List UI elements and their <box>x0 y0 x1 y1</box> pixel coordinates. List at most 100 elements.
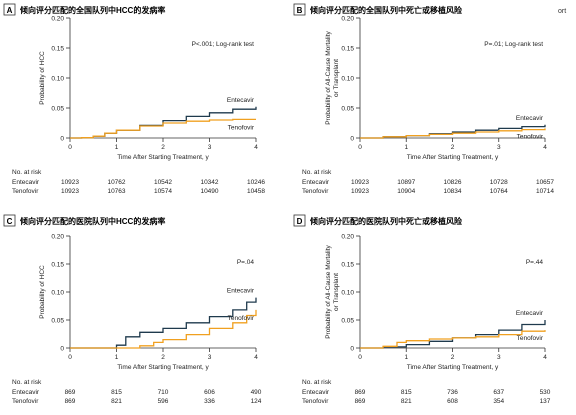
risk-table-cell: 10763 <box>107 188 125 195</box>
x-tick-label: 2 <box>161 354 165 361</box>
x-axis-label: Time After Starting Treatment, y <box>407 364 499 371</box>
x-tick-label: 3 <box>497 354 501 361</box>
y-tick-label: 0.10 <box>51 76 64 83</box>
x-tick-label: 2 <box>161 144 165 151</box>
risk-table-cell: 637 <box>493 389 504 396</box>
risk-table-cell: 530 <box>540 389 551 396</box>
y-axis-label: Probability of HCC <box>39 265 46 319</box>
risk-table-heading: No. at risk <box>12 169 42 176</box>
p-value-annotation: P=.44 <box>526 259 544 266</box>
risk-table-cell: 10897 <box>397 179 415 186</box>
risk-table-cell: 10826 <box>443 179 461 186</box>
risk-table-cell: 815 <box>111 389 122 396</box>
x-tick-label: 3 <box>208 144 212 151</box>
y-tick-label: 0 <box>350 136 354 143</box>
series-label-entecavir: Entecavir <box>516 115 544 122</box>
risk-table-cell: 869 <box>65 398 76 405</box>
panel-title-suffix: ort <box>558 8 566 15</box>
p-value-annotation: P=.01; Log-rank test <box>484 41 543 48</box>
x-tick-label: 1 <box>115 354 119 361</box>
x-tick-label: 2 <box>451 354 455 361</box>
x-axis-label: Time After Starting Treatment, y <box>117 364 209 371</box>
x-tick-label: 4 <box>254 354 258 361</box>
risk-table-row-name: Tenofovir <box>302 188 329 195</box>
y-tick-label: 0.05 <box>51 106 64 113</box>
x-tick-label: 1 <box>404 354 408 361</box>
risk-table-row-name: Tenofovir <box>302 398 329 405</box>
x-tick-label: 2 <box>451 144 455 151</box>
risk-table-cell: 10834 <box>443 188 461 195</box>
risk-table-cell: 10923 <box>351 179 369 186</box>
series-label-tenofovir: Tenofovir <box>228 315 255 322</box>
risk-table-cell: 821 <box>401 398 412 405</box>
p-value-annotation: P<.001; Log-rank test <box>192 41 255 48</box>
x-tick-label: 1 <box>404 144 408 151</box>
y-tick-label: 0.20 <box>51 16 64 23</box>
risk-table-row-name: Tenofovir <box>12 188 39 195</box>
y-tick-label: 0.10 <box>341 76 354 83</box>
series-line-tenofovir <box>360 330 546 349</box>
risk-table-row-name: Entecavir <box>12 389 40 396</box>
risk-table-cell: 10923 <box>351 188 369 195</box>
y-axis-label-line: or Transplant <box>333 273 340 311</box>
y-tick-label: 0.15 <box>341 46 354 53</box>
risk-table-cell: 596 <box>158 398 169 405</box>
panel-d: D 倾向评分匹配的医院队列中死亡或移植风险 0 0.05 0.10 0.15 0.20 0 1 2… <box>293 214 551 405</box>
risk-table-cell: 10923 <box>61 179 79 186</box>
risk-table-cell: 10904 <box>397 188 415 195</box>
risk-table-row-name: Tenofovir <box>12 398 39 405</box>
series-line-tenofovir <box>360 128 546 139</box>
risk-table-cell: 606 <box>204 389 215 396</box>
x-tick-label: 3 <box>497 144 501 151</box>
risk-table-cell: 10762 <box>107 179 125 186</box>
x-tick-label: 4 <box>254 144 258 151</box>
risk-table-cell: 821 <box>111 398 122 405</box>
risk-table-row-name: Entecavir <box>302 179 330 186</box>
x-tick-label: 0 <box>68 354 72 361</box>
y-tick-label: 0.15 <box>51 262 64 269</box>
risk-table-cell: 124 <box>251 398 262 405</box>
panel-title: 倾向评分匹配的医院队列中HCC的发病率 <box>19 216 165 226</box>
risk-table-cell: 10342 <box>200 179 218 186</box>
panel-letter: C <box>7 217 13 226</box>
y-tick-label: 0 <box>350 346 354 353</box>
y-axis-label-line: Probability of All-Cause Mortality <box>325 30 332 124</box>
series-line-tenofovir <box>70 309 257 349</box>
panel-title: 倾向评分匹配的医院队列中死亡或移植风险 <box>309 216 463 226</box>
panel-b: B 倾向评分匹配的全国队列中死亡或移植风险 ort 0 0.05 0.10 0.15 0.20… <box>293 3 566 195</box>
series-label-entecavir: Entecavir <box>227 97 255 104</box>
risk-table-heading: No. at risk <box>12 379 42 386</box>
x-tick-label: 1 <box>115 144 119 151</box>
risk-table-cell: 736 <box>447 389 458 396</box>
panel-letter: B <box>297 6 303 15</box>
risk-table-cell: 336 <box>204 398 215 405</box>
panel-letter-box <box>293 3 306 16</box>
y-tick-label: 0.20 <box>341 234 354 241</box>
y-axis-label-line: Probability of All-Cause Mortality <box>325 244 332 338</box>
risk-table-heading: No. at risk <box>302 169 332 176</box>
y-axis-label: Probability of All-Cause Mortalityor Tra… <box>325 244 340 338</box>
series-line-tenofovir <box>70 118 256 139</box>
series-label-tenofovir: Tenofovir <box>517 335 544 342</box>
risk-table-row-name: Entecavir <box>12 179 40 186</box>
y-tick-label: 0.10 <box>341 290 354 297</box>
risk-table-cell: 137 <box>540 398 551 405</box>
series-label-tenofovir: Tenofovir <box>228 124 255 131</box>
risk-table-cell: 10923 <box>61 188 79 195</box>
x-tick-label: 0 <box>358 144 362 151</box>
risk-table-cell: 10458 <box>247 188 265 195</box>
risk-table-heading: No. at risk <box>302 379 332 386</box>
risk-table-cell: 815 <box>401 389 412 396</box>
panel-letter: A <box>7 6 13 15</box>
series-label-entecavir: Entecavir <box>516 310 544 317</box>
risk-table-cell: 10246 <box>247 179 265 186</box>
risk-table-cell: 10714 <box>536 188 554 195</box>
series-label-tenofovir: Tenofovir <box>517 133 544 140</box>
x-tick-label: 0 <box>358 354 362 361</box>
risk-table-cell: 10574 <box>154 188 172 195</box>
y-axis-label-line: or Transplant <box>333 59 340 97</box>
y-tick-label: 0.05 <box>51 318 64 325</box>
risk-table-cell: 354 <box>493 398 504 405</box>
